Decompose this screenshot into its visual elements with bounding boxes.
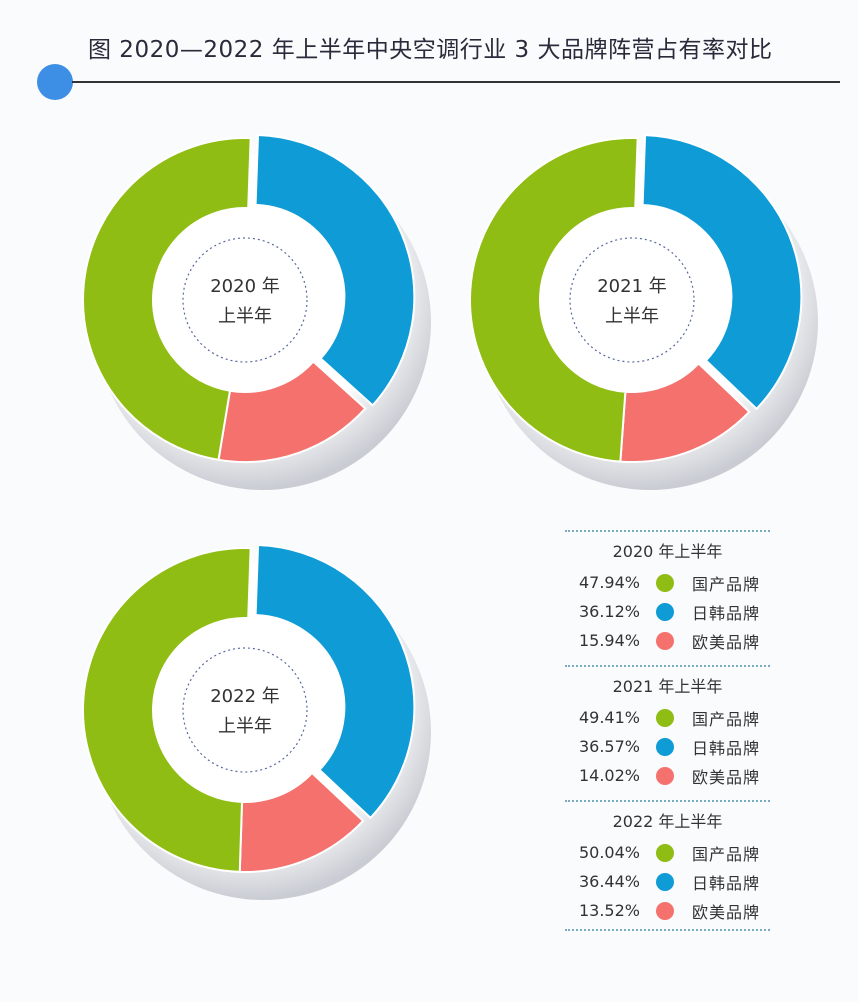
legend-group: 2020 年上半年 47.94% 国产品牌 36.12% 日韩品牌 15.94%… [565, 530, 770, 655]
donut-hole [540, 208, 724, 392]
legend-group: 2021 年上半年 49.41% 国产品牌 36.57% 日韩品牌 14.02%… [565, 665, 770, 790]
legend-label: 日韩品牌 [692, 738, 761, 758]
legend-color-dot [656, 872, 674, 891]
legend-label: 欧美品牌 [692, 632, 761, 652]
legend-title: 2022 年上半年 [612, 812, 723, 831]
legend-item: 14.02% 欧美品牌 [565, 761, 770, 790]
legend-color-dot [656, 737, 674, 756]
donut-slice-国产品牌 [469, 137, 639, 463]
legend-value: 50.04% [578, 843, 640, 862]
legend-color-dot [656, 901, 674, 920]
center-label: 2021 年 [597, 276, 667, 297]
donut-chart-2022 年上半年: 2022 年上半年 [81, 544, 431, 900]
legend-label: 国产品牌 [692, 709, 761, 729]
legend-color-dot [656, 708, 674, 727]
legend-divider [565, 929, 770, 931]
legend-label: 日韩品牌 [692, 603, 761, 623]
legend-divider [565, 800, 770, 802]
center-dashed-ring [182, 647, 308, 773]
legend-value: 49.41% [578, 708, 640, 727]
donut-chart-2021 年上半年: 2021 年上半年 [469, 134, 818, 490]
legend-item: 13.52% 欧美品牌 [565, 896, 770, 925]
center-label: 2022 年 [210, 686, 280, 707]
legend-color-dot [656, 631, 674, 650]
center-label: 2020 年 [210, 276, 280, 297]
legend-value: 14.02% [578, 766, 640, 785]
center-label: 上半年 [605, 306, 659, 327]
legend-item: 36.12% 日韩品牌 [565, 597, 770, 626]
legend-title: 2021 年上半年 [612, 677, 723, 696]
legend-divider [565, 530, 770, 532]
donut-chart-2020 年上半年: 2020 年上半年 [82, 133, 431, 490]
legend-group: 2022 年上半年 50.04% 国产品牌 36.44% 日韩品牌 13.52%… [565, 800, 770, 931]
center-label: 上半年 [218, 306, 272, 327]
legend-value: 47.94% [578, 573, 640, 592]
legend-item: 49.41% 国产品牌 [565, 703, 770, 732]
donut-hole [153, 618, 337, 802]
legend-value: 15.94% [578, 631, 640, 650]
legend-value: 36.44% [578, 872, 640, 891]
figure-title: 图 2020—2022 年上半年中央空调行业 3 大品牌阵营占有率对比 [88, 37, 773, 63]
legend-label: 国产品牌 [692, 844, 761, 864]
legend-color-dot [656, 766, 674, 785]
legend-value: 36.12% [578, 602, 640, 621]
legend-color-dot [656, 602, 674, 621]
donut-slice-日韩品牌 [254, 544, 416, 820]
center-dashed-ring [569, 237, 695, 363]
donut-slice-日韩品牌 [641, 134, 803, 411]
legend-label: 欧美品牌 [692, 767, 761, 787]
legend-value: 36.57% [578, 737, 640, 756]
legend-label: 日韩品牌 [692, 873, 761, 893]
title-bullet-dot [37, 64, 73, 100]
center-dashed-ring [182, 237, 308, 363]
legend-item: 15.94% 欧美品牌 [565, 626, 770, 655]
legend-item: 36.44% 日韩品牌 [565, 867, 770, 896]
legend-item: 36.57% 日韩品牌 [565, 732, 770, 761]
legend-title: 2020 年上半年 [612, 542, 723, 561]
legend-label: 欧美品牌 [692, 902, 761, 922]
donut-slice-日韩品牌 [254, 133, 416, 407]
donut-hole [153, 208, 337, 392]
title-underline [72, 81, 840, 83]
legend-value: 13.52% [578, 901, 640, 920]
legend-label: 国产品牌 [692, 574, 761, 594]
legend-color-dot [656, 843, 674, 862]
legend-item: 50.04% 国产品牌 [565, 838, 770, 867]
legend-divider [565, 665, 770, 667]
legend-color-dot [656, 573, 674, 592]
legend-item: 47.94% 国产品牌 [565, 568, 770, 597]
center-label: 上半年 [218, 716, 272, 737]
